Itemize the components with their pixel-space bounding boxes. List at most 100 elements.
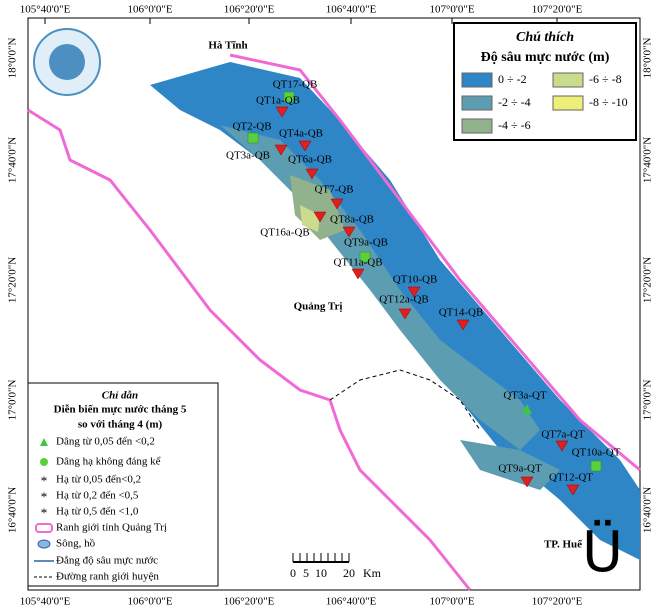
lat-label: 17°40'0"N (642, 137, 654, 183)
legend-symbol (40, 438, 48, 446)
station-marker (247, 132, 259, 144)
legend-symbol (40, 458, 48, 466)
station-marker (351, 268, 365, 280)
station-marker (330, 198, 344, 210)
district-boundary (329, 369, 481, 431)
legend-swatch (552, 72, 584, 88)
station-label: QT9a-QB (344, 237, 388, 249)
station-marker (359, 251, 371, 263)
legend-swatch (461, 118, 493, 134)
scale-label: 20 (343, 566, 355, 580)
lat-label: 18°0'0"N (642, 38, 654, 79)
legend-symbol: * (41, 473, 48, 488)
station-label: QT6a-QB (288, 154, 332, 166)
station-marker (313, 211, 327, 223)
station-marker (456, 319, 470, 331)
station-marker (407, 286, 421, 298)
station-marker (520, 476, 534, 488)
station-label: QT10a-QT (572, 447, 621, 459)
station-label: QT11a-QB (333, 257, 382, 269)
legend-label: Hạ từ 0,5 đến <1,0 (56, 506, 139, 518)
legend-symbol: * (41, 505, 48, 520)
lon-label: 106°20'0"E (224, 596, 275, 608)
legend-label: Dâng từ 0,05 đến <0,2 (56, 436, 155, 448)
legend-symbol (35, 523, 53, 533)
lon-label: 107°20'0"E (532, 596, 583, 608)
province-boundary (27, 108, 472, 591)
legend-symbol: * (41, 489, 48, 504)
province-boundary (229, 53, 641, 472)
lat-label: 17°20'0"N (642, 257, 654, 303)
lon-label: 105°40'0"E (20, 4, 71, 16)
lon-label: 106°0'0"E (127, 4, 172, 16)
station-marker (590, 460, 602, 472)
lat-label: 16°40'0"N (642, 487, 654, 533)
logo (49, 44, 85, 80)
lon-label: 106°0'0"E (127, 596, 172, 608)
lon-label: 106°40'0"E (326, 596, 377, 608)
station-marker (555, 440, 569, 452)
lat-label: 16°40'0"N (7, 487, 19, 533)
legend-label: Ranh giới tỉnh Quảng Trị (56, 522, 167, 534)
scale-unit: Km (363, 566, 382, 580)
station-label: QT9a-QT (498, 463, 542, 475)
guide-legend-box (27, 382, 219, 587)
legend-subtitle: so với tháng 4 (m) (78, 419, 163, 431)
depth-zone (220, 125, 540, 450)
station-marker (274, 144, 288, 156)
station-label: QT16a-QB (260, 227, 310, 239)
place-label: Quảng Trị (294, 301, 343, 313)
scale-label: 5 (303, 566, 309, 580)
legend-swatch (461, 95, 493, 111)
legend-title: Chỉ dẫn (102, 390, 138, 402)
place-label: Hà Tĩnh (208, 40, 247, 52)
scale-label: 10 (315, 566, 327, 580)
legend-label: Hạ từ 0,2 đến <0,5 (56, 490, 139, 502)
station-marker (305, 168, 319, 180)
lon-label: 107°0'0"E (429, 4, 474, 16)
station-label: QT4a-QB (279, 128, 323, 140)
station-label: QT12a-QB (379, 294, 429, 306)
legend-symbol (37, 539, 51, 549)
scale-label: 0 (290, 566, 296, 580)
lon-label: 106°40'0"E (326, 4, 377, 16)
lon-label: 106°20'0"E (224, 4, 275, 16)
legend-swatch (552, 95, 584, 111)
lat-label: 17°0'0"N (7, 380, 19, 421)
legend-label: Đẳng độ sâu mực nước (56, 555, 158, 567)
legend-subtitle: Độ sâu mực nước (m) (481, 50, 610, 65)
lon-label: 107°0'0"E (429, 596, 474, 608)
legend-label: Hạ từ 0,05 đến<0,2 (56, 474, 141, 486)
lat-label: 17°20'0"N (7, 257, 19, 303)
station-label: QT17-QB (273, 79, 318, 91)
place-label: TP. Huế (544, 539, 583, 551)
legend-title: Chú thích (516, 30, 574, 45)
lon-label: 107°20'0"E (532, 4, 583, 16)
legend-label: Dâng hạ không đáng kể (56, 456, 161, 468)
station-label: QT8a-QB (330, 214, 374, 226)
station-label: QT7a-QT (541, 429, 585, 441)
lon-label: 105°40'0"E (20, 596, 71, 608)
legend-label: 0 ÷ -2 (498, 72, 527, 86)
legend-label: Đường ranh giới huyện (56, 571, 159, 583)
legend-subtitle: Diễn biến mực nước tháng 5 (54, 404, 187, 416)
station-marker (298, 140, 312, 152)
station-marker (283, 91, 295, 103)
station-label: QT10-QB (393, 274, 438, 286)
station-label: QT14-QB (439, 307, 484, 319)
lat-label: 18°0'0"N (7, 38, 19, 79)
station-marker (342, 226, 356, 238)
station-marker (275, 106, 289, 118)
station-label: QT3a-QT (503, 390, 547, 402)
north-arrow: Ü (582, 520, 623, 585)
lat-label: 17°40'0"N (7, 137, 19, 183)
legend-label: -2 ÷ -4 (498, 95, 531, 109)
station-label: QT12-QT (549, 472, 593, 484)
station-label: QT3a-QB (226, 150, 270, 162)
depth-zone (460, 440, 560, 490)
legend-label: -4 ÷ -6 (498, 118, 531, 132)
station-marker (522, 404, 532, 414)
depth-zone (300, 205, 320, 232)
station-label: QT7-QB (314, 184, 353, 196)
